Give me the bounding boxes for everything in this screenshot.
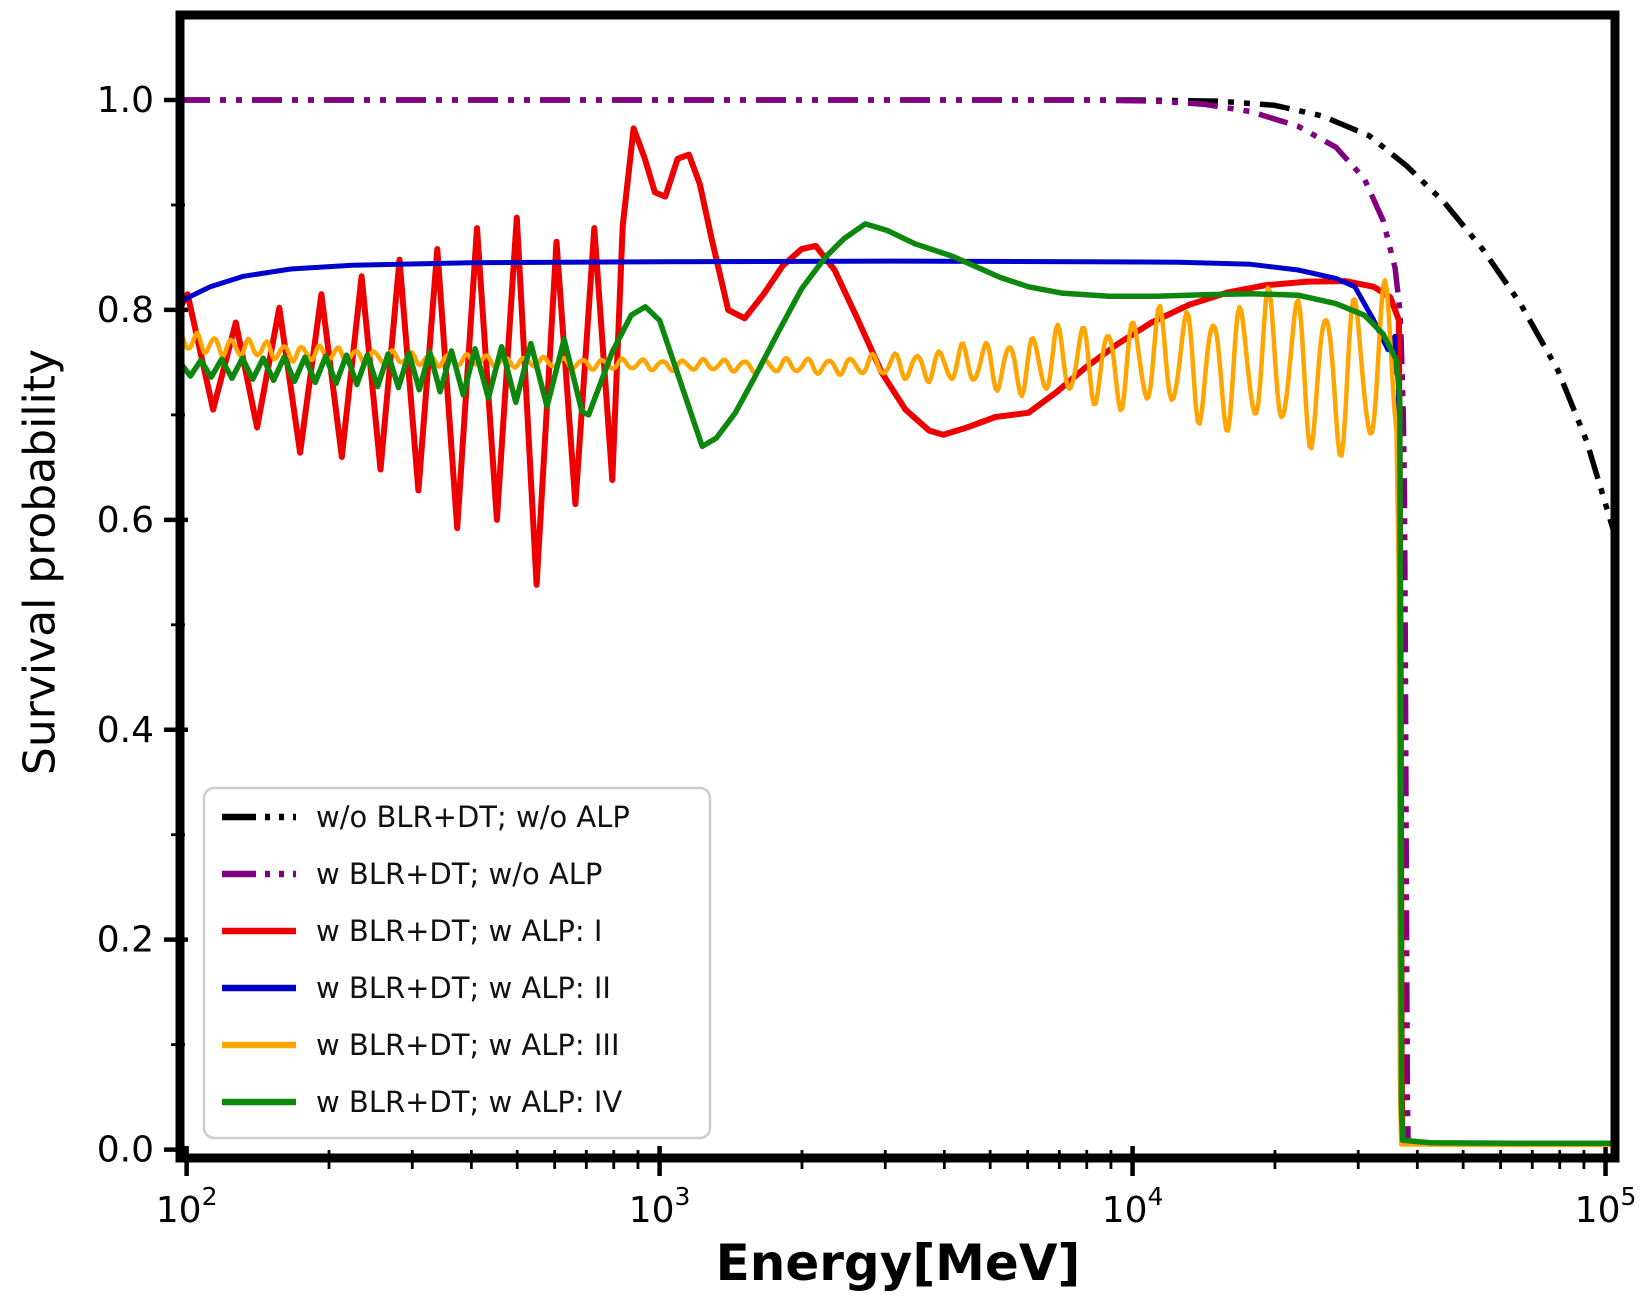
y-tick-label: 0.0 [97, 1130, 154, 1171]
x-tick-label: 103 [629, 1182, 691, 1231]
legend-box [202, 786, 712, 1140]
legend-entry-w-blr-dt-w-alp-2: w BLR+DT; w ALP: II [222, 971, 611, 1005]
plot-curves [182, 97, 1613, 1148]
axis-ticks: 102 103 104 105 0.0 0.2 0.4 0.6 0.8 1.0 [97, 80, 1637, 1231]
legend-label-w-blr-dt-w-alp-4: w BLR+DT; w ALP: IV [316, 1085, 622, 1119]
legend-entry-wo-blr-dt-wo-alp: w/o BLR+DT; w/o ALP [222, 800, 630, 834]
x-tick-label: 104 [1102, 1182, 1164, 1231]
legend-entry-w-blr-dt-w-alp-4: w BLR+DT; w ALP: IV [222, 1085, 622, 1119]
legend-entry-w-blr-dt-wo-alp: w BLR+DT; w/o ALP [222, 857, 602, 891]
y-tick-label: 1.0 [97, 80, 154, 121]
legend: w/o BLR+DT; w/o ALP w BLR+DT; w/o ALP w BL… [202, 786, 712, 1140]
legend-entry-w-blr-dt-w-alp-3: w BLR+DT; w ALP: III [222, 1028, 620, 1062]
series-w-blr-dt-wo-alp-curve [182, 97, 1411, 1142]
legend-label-w-blr-dt-w-alp-1: w BLR+DT; w ALP: I [316, 914, 602, 948]
plot-frame [175, 10, 1620, 1163]
series-w-blr-dt-w-alp-1-curve [182, 125, 1406, 1147]
legend-label-w-blr-dt-w-alp-2: w BLR+DT; w ALP: II [316, 971, 611, 1005]
legend-entry-w-blr-dt-w-alp-1: w BLR+DT; w ALP: I [222, 914, 602, 948]
y-tick-label: 0.8 [97, 290, 154, 331]
x-axis-label: Energy[MeV] [715, 1234, 1081, 1292]
y-tick-label: 0.2 [97, 920, 154, 961]
series-w-blr-dt-w-alp-4-curve [182, 221, 1613, 1147]
legend-label-w-blr-dt-wo-alp: w BLR+DT; w/o ALP [316, 857, 602, 891]
legend-label-w-blr-dt-w-alp-3: w BLR+DT; w ALP: III [316, 1028, 620, 1062]
y-tick-label: 0.4 [97, 710, 154, 751]
x-tick-label: 105 [1575, 1182, 1637, 1231]
x-tick-label: 102 [156, 1182, 218, 1231]
legend-label-wo-blr-dt-wo-alp: w/o BLR+DT; w/o ALP [316, 800, 630, 834]
y-tick-label: 0.6 [97, 500, 154, 541]
y-axis-label: Survival probability [14, 348, 66, 776]
